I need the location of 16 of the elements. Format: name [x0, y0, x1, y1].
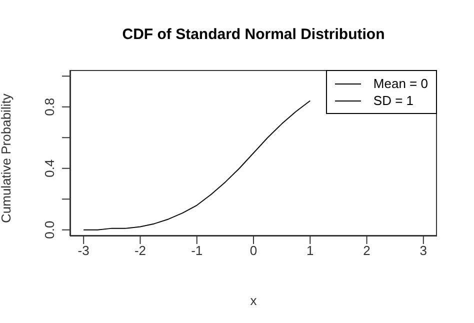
annotation: SD = 1 [373, 92, 414, 109]
y-axis-title: Cumulative Probability [0, 93, 14, 223]
x-tick-label: -3 [78, 243, 90, 258]
y-tick-label: 0.0 [42, 220, 57, 239]
line-series [83, 100, 311, 230]
y-tick-label: 0.4 [42, 159, 57, 178]
x-tick-label: -2 [134, 243, 146, 258]
y-tick-label: 0.8 [42, 98, 57, 116]
legend-label: Mean = 0 [373, 75, 428, 92]
x-tick-label: -1 [191, 243, 203, 258]
x-tick-label: 3 [420, 243, 428, 258]
x-tick-label: 2 [363, 243, 370, 258]
chart-title: CDF of Standard Normal Distribution [121, 26, 386, 43]
x-tick-label: 1 [306, 243, 314, 258]
x-axis-title: x [250, 293, 258, 308]
x-tick-label: 0 [250, 243, 258, 258]
